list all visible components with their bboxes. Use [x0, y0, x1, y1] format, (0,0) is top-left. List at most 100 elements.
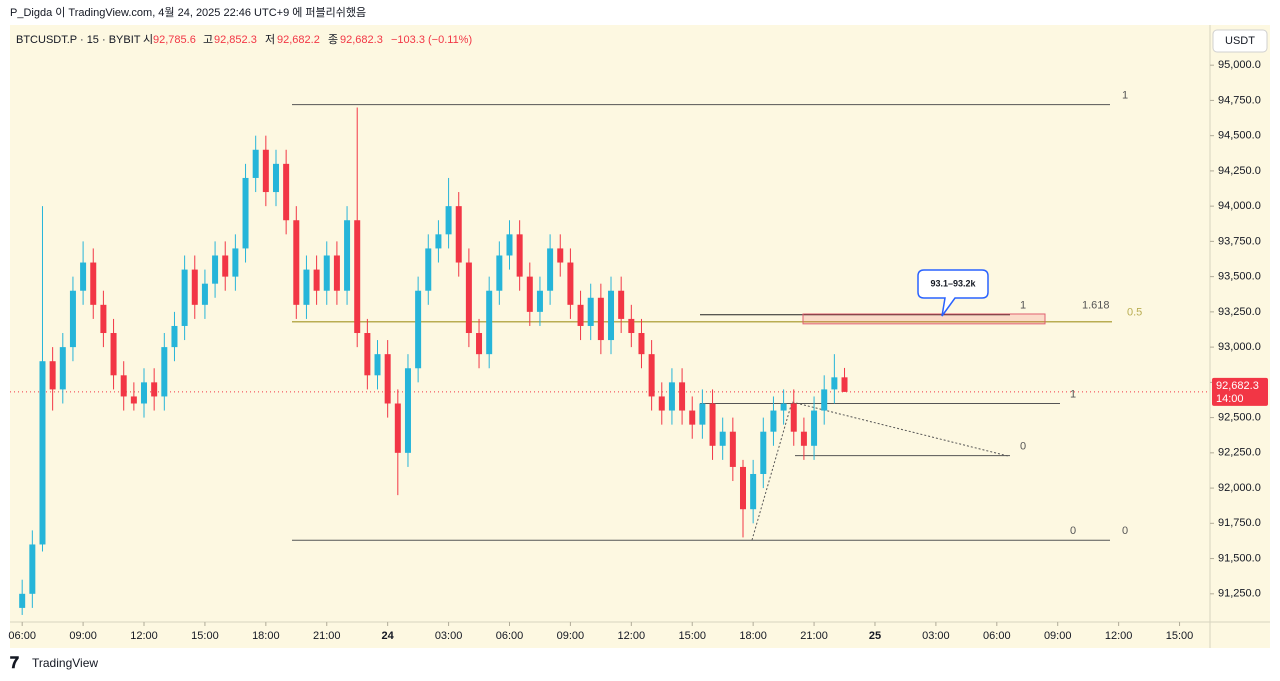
- open-label: 시: [143, 34, 153, 46]
- candle-body: [354, 220, 361, 334]
- candle-body: [567, 262, 574, 305]
- level-label: 1: [1122, 90, 1128, 102]
- x-tick-label: 21:00: [313, 630, 341, 642]
- currency-button[interactable]: [1212, 29, 1268, 53]
- currency[interactable]: USDT: [1225, 35, 1255, 47]
- y-tick-label: 93,250.0: [1218, 306, 1261, 318]
- candle-body: [404, 368, 411, 453]
- y-tick-label: 92,500.0: [1218, 412, 1261, 424]
- x-tick-label: 06:00: [983, 630, 1011, 642]
- candle-body: [415, 290, 422, 369]
- candle-body: [425, 248, 432, 291]
- candle-body: [171, 325, 178, 348]
- x-tick-label: 25: [869, 630, 881, 642]
- candle-body: [364, 333, 371, 376]
- low-label: 저: [265, 33, 275, 46]
- candle-body: [780, 403, 787, 411]
- candle-body: [628, 318, 635, 334]
- candle-body: [161, 347, 168, 397]
- candle-body: [90, 262, 97, 305]
- y-tick-label: 92,250.0: [1218, 447, 1261, 459]
- candle-body: [110, 333, 117, 376]
- change: −103.3 (−0.11%): [391, 34, 472, 46]
- legend: BTCUSDT.P · 15 · BYBIT 시 92,785.6 고 92,8…: [16, 33, 472, 46]
- candle-body: [831, 377, 838, 390]
- x-tick-label: 09:00: [1044, 630, 1072, 642]
- close-label: 종: [328, 34, 338, 46]
- candle-body: [120, 375, 127, 397]
- last-price-label: 92,682.3: [1216, 380, 1259, 392]
- x-tick-label: 12:00: [130, 630, 158, 642]
- x-tick-label: 21:00: [800, 630, 828, 642]
- candle-body: [486, 290, 493, 355]
- candle-body: [39, 361, 46, 545]
- published-note: P_Digda 이 TradingView.com, 4월 24, 2025 2…: [10, 6, 366, 19]
- x-tick-label: 09:00: [69, 630, 97, 642]
- y-tick-label: 93,750.0: [1218, 235, 1261, 247]
- candle-body: [283, 163, 290, 221]
- x-tick-label: 15:00: [678, 630, 706, 642]
- candle-body: [303, 269, 310, 305]
- level-label: 1: [1020, 300, 1026, 312]
- candle-body: [293, 220, 300, 305]
- candle-body: [638, 333, 645, 355]
- candle-body: [668, 382, 675, 411]
- candle-body: [719, 431, 726, 446]
- level-label: 0: [1020, 441, 1026, 453]
- candle-body: [739, 466, 746, 510]
- candle-body: [526, 276, 533, 312]
- candle-body: [709, 403, 716, 446]
- footer-brand: TradingView: [32, 656, 98, 670]
- candle-body: [608, 290, 615, 341]
- candle-body: [648, 354, 655, 397]
- candle-body: [557, 248, 564, 263]
- candle-body: [384, 354, 391, 404]
- candle-body: [496, 255, 503, 291]
- candle-body: [800, 431, 807, 446]
- candle-body: [841, 377, 848, 392]
- y-tick-label: 95,000.0: [1218, 59, 1261, 71]
- candle-body: [536, 290, 543, 312]
- candle-body: [760, 431, 767, 474]
- candle-body: [191, 269, 198, 305]
- last-price-tag: [1212, 377, 1268, 406]
- candle-body: [49, 361, 56, 390]
- low-value: 92,682.2: [277, 34, 320, 46]
- level-label: 1: [1070, 388, 1076, 400]
- candle-body: [59, 347, 66, 390]
- candle-body: [618, 290, 625, 319]
- candle-body: [790, 403, 797, 432]
- candle-body: [476, 333, 483, 355]
- candle-body: [465, 262, 472, 334]
- symbol: BTCUSDT.P · 15 · BYBIT: [16, 34, 141, 46]
- candle-body: [394, 403, 401, 453]
- candle-body: [729, 431, 736, 467]
- candle-body: [445, 206, 452, 235]
- candle-body: [821, 389, 828, 411]
- y-tick-label: 92,000.0: [1218, 482, 1261, 494]
- countdown: 14:00: [1216, 393, 1244, 405]
- candle-body: [252, 149, 259, 178]
- candle-body: [29, 544, 36, 594]
- logo: 𝟕: [10, 655, 19, 672]
- x-tick-label: 09:00: [557, 630, 585, 642]
- candle-body: [19, 593, 26, 608]
- x-tick-label: 12:00: [1105, 630, 1133, 642]
- candle-body: [242, 177, 249, 249]
- candle-body: [201, 283, 208, 305]
- close-value: 92,682.3: [340, 34, 383, 46]
- candle-body: [435, 234, 442, 249]
- candle-body: [547, 248, 554, 291]
- candle-body: [100, 304, 107, 334]
- candle-body: [232, 248, 239, 277]
- high-value: 92,852.3: [214, 34, 257, 46]
- candle-body: [455, 206, 462, 263]
- y-tick-label: 94,250.0: [1218, 165, 1261, 177]
- candle-body: [770, 410, 777, 432]
- x-tick-label: 18:00: [739, 630, 767, 642]
- candle-body: [577, 304, 584, 326]
- candle-body: [597, 297, 604, 341]
- y-tick-label: 94,000.0: [1218, 200, 1261, 212]
- candle-body: [506, 234, 513, 256]
- y-tick-label: 94,500.0: [1218, 130, 1261, 142]
